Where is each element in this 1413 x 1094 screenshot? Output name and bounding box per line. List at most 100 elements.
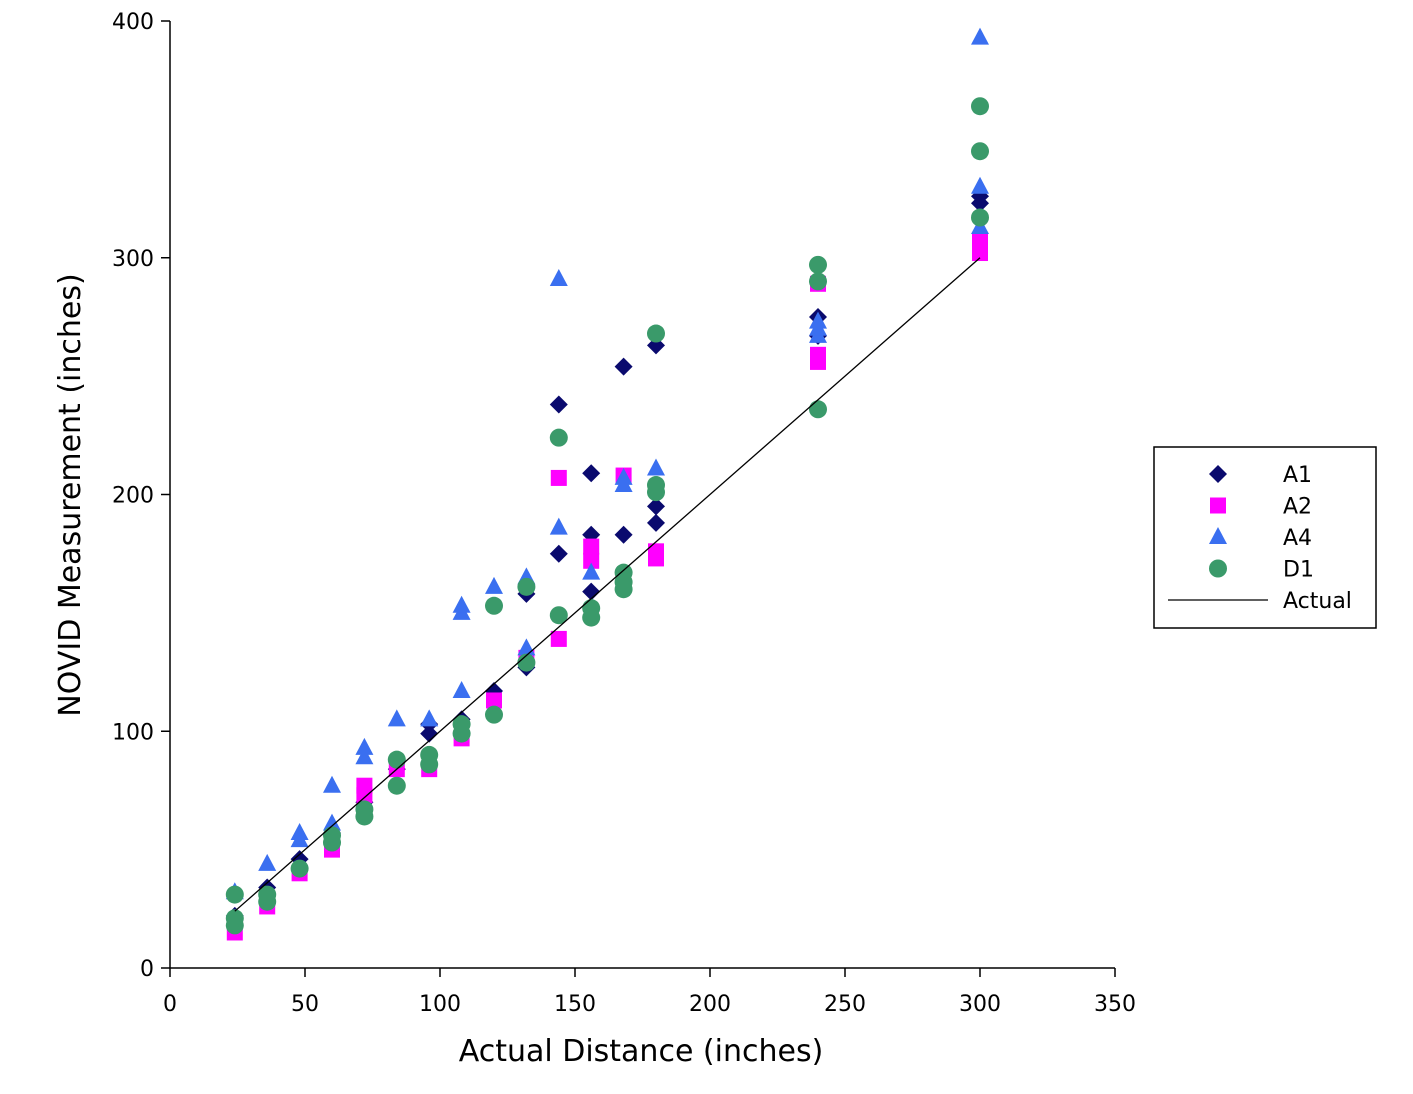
point-d1 bbox=[517, 653, 536, 672]
point-d1 bbox=[971, 142, 989, 161]
series-a4 bbox=[225, 27, 989, 900]
point-d1 bbox=[549, 428, 568, 447]
point-a4 bbox=[549, 517, 568, 535]
point-d1 bbox=[323, 826, 341, 845]
y-tick-label: 100 bbox=[112, 720, 154, 745]
point-d1 bbox=[582, 599, 601, 618]
point-d1 bbox=[355, 800, 374, 819]
plot-area bbox=[225, 27, 989, 941]
y-tick-label: 0 bbox=[140, 957, 154, 982]
point-a4 bbox=[647, 458, 665, 476]
legend-item-a1: A1 bbox=[1209, 463, 1312, 488]
point-d1 bbox=[809, 272, 827, 291]
point-d1 bbox=[971, 97, 989, 116]
point-a2 bbox=[810, 346, 826, 363]
point-d1 bbox=[225, 909, 244, 928]
point-d1 bbox=[647, 324, 665, 343]
series-line-actual bbox=[234, 257, 981, 912]
legend-swatch bbox=[1209, 559, 1227, 578]
point-a4 bbox=[323, 775, 341, 793]
legend-label: A1 bbox=[1283, 463, 1312, 488]
legend-box bbox=[1153, 446, 1377, 629]
legend-item-actual: Actual bbox=[1168, 589, 1352, 614]
legend-item-a2: A2 bbox=[1210, 495, 1312, 520]
x-tick-label: 250 bbox=[824, 992, 866, 1017]
point-d1 bbox=[387, 750, 406, 769]
point-a4 bbox=[387, 709, 406, 727]
x-tick-label: 350 bbox=[1094, 992, 1136, 1017]
point-d1 bbox=[225, 885, 244, 904]
x-axis-title: Actual Distance (inches) bbox=[459, 1034, 824, 1069]
point-d1 bbox=[517, 577, 536, 596]
point-a2 bbox=[648, 543, 664, 560]
point-d1 bbox=[809, 255, 827, 274]
point-a2 bbox=[972, 233, 988, 250]
point-a4 bbox=[452, 595, 471, 613]
point-a1 bbox=[614, 525, 633, 544]
x-tick-label: 300 bbox=[959, 992, 1001, 1017]
axes: 0 50 100 150 200 250 300 350 0 100 200 300 400 bbox=[112, 10, 1136, 1017]
point-a1 bbox=[582, 582, 601, 601]
point-d1 bbox=[485, 596, 503, 615]
point-a1 bbox=[549, 395, 568, 414]
y-tick-label: 200 bbox=[112, 484, 154, 509]
x-tick-label: 50 bbox=[291, 992, 319, 1017]
x-tick-label: 200 bbox=[689, 992, 731, 1017]
legend-item-a4: A4 bbox=[1209, 526, 1312, 551]
point-a4 bbox=[420, 709, 439, 727]
point-a4 bbox=[290, 823, 309, 841]
point-d1 bbox=[258, 885, 277, 904]
point-d1 bbox=[549, 606, 568, 625]
y-axis-title: NOVID Measurement (inches) bbox=[53, 273, 88, 716]
point-a2 bbox=[486, 692, 502, 709]
x-tick-label: 150 bbox=[554, 992, 596, 1017]
point-a2 bbox=[550, 630, 567, 647]
point-a4 bbox=[549, 269, 568, 287]
point-d1 bbox=[452, 715, 471, 734]
point-a4 bbox=[517, 638, 536, 656]
point-a2 bbox=[583, 538, 600, 555]
y-tick-label: 300 bbox=[112, 247, 154, 272]
point-a4 bbox=[485, 576, 503, 594]
point-a4 bbox=[355, 737, 374, 755]
point-d1 bbox=[614, 563, 633, 582]
point-a4 bbox=[452, 681, 471, 699]
legend-swatch bbox=[1210, 497, 1226, 514]
series-a1 bbox=[225, 187, 989, 925]
point-d1 bbox=[971, 208, 989, 227]
legend-label: Actual bbox=[1283, 589, 1352, 614]
point-a1 bbox=[549, 544, 568, 563]
point-a4 bbox=[971, 176, 989, 194]
point-a2 bbox=[550, 469, 567, 486]
point-a2 bbox=[583, 552, 600, 569]
point-d1 bbox=[809, 400, 827, 419]
point-a4 bbox=[323, 813, 341, 831]
point-a2 bbox=[356, 777, 373, 794]
point-a4 bbox=[614, 467, 633, 485]
point-a1 bbox=[420, 724, 439, 743]
point-a4 bbox=[971, 27, 989, 45]
legend-label: A4 bbox=[1283, 526, 1312, 551]
point-d1 bbox=[647, 476, 665, 495]
point-a4 bbox=[582, 562, 601, 580]
point-d1 bbox=[485, 705, 503, 724]
legend-item-d1: D1 bbox=[1209, 558, 1314, 583]
legend-label: D1 bbox=[1283, 558, 1314, 583]
point-a1 bbox=[582, 464, 601, 483]
point-a1 bbox=[614, 357, 633, 376]
point-a4 bbox=[809, 311, 827, 329]
series-a2 bbox=[226, 233, 988, 941]
point-a1 bbox=[647, 497, 665, 516]
y-tick-label: 400 bbox=[112, 10, 154, 35]
x-tick-label: 100 bbox=[419, 992, 461, 1017]
legend-swatch bbox=[1209, 465, 1227, 483]
x-tick-label: 0 bbox=[163, 992, 177, 1017]
point-d1 bbox=[387, 776, 406, 795]
point-d1 bbox=[420, 745, 439, 764]
legend-swatch bbox=[1209, 527, 1227, 544]
legend: A1 A2 A4 D1 Actual bbox=[1153, 446, 1377, 629]
point-a1 bbox=[647, 513, 665, 532]
legend-label: A2 bbox=[1283, 495, 1312, 520]
point-d1 bbox=[290, 859, 309, 878]
